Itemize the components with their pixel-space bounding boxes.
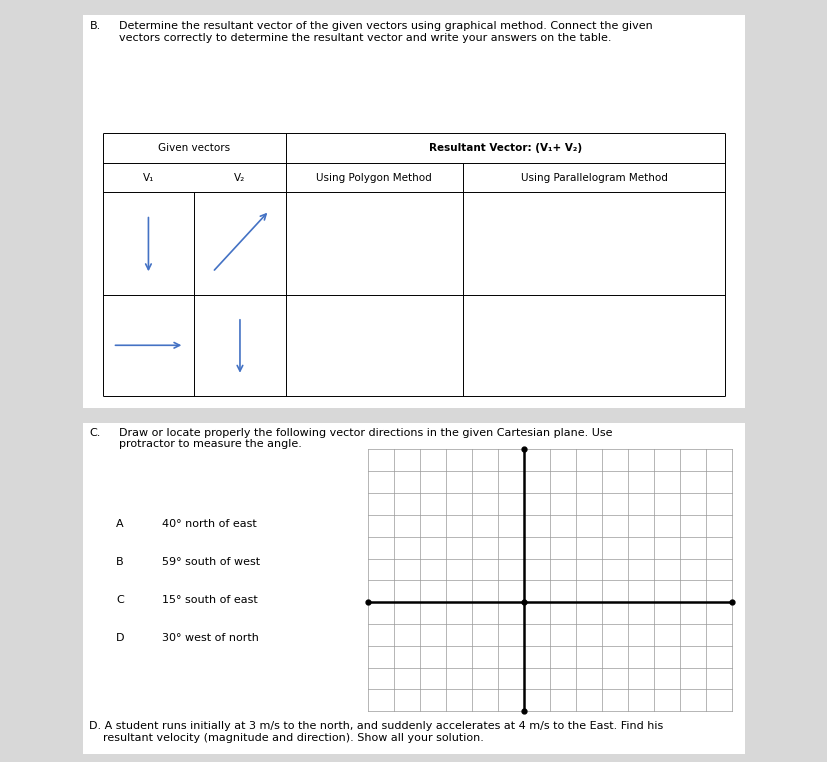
Text: 40° north of east: 40° north of east [162,519,256,529]
Text: 59° south of west: 59° south of west [162,557,261,567]
Text: V₂: V₂ [234,173,246,183]
Text: C: C [116,595,123,605]
Text: C.: C. [89,428,101,438]
Text: Determine the resultant vector of the given vectors using graphical method. Conn: Determine the resultant vector of the gi… [119,21,653,43]
Text: V₁: V₁ [142,173,154,183]
Text: Given vectors: Given vectors [158,143,230,153]
Text: Using Polygon Method: Using Polygon Method [316,173,432,183]
Text: D. A student runs initially at 3 m/s to the north, and suddenly accelerates at 4: D. A student runs initially at 3 m/s to … [89,721,663,743]
Text: D: D [116,633,124,643]
Text: Draw or locate properly the following vector directions in the given Cartesian p: Draw or locate properly the following ve… [119,428,612,450]
Text: A: A [116,519,123,529]
Text: B: B [116,557,123,567]
Text: Resultant Vector: (V₁+ V₂): Resultant Vector: (V₁+ V₂) [428,143,581,153]
Text: Using Parallelogram Method: Using Parallelogram Method [520,173,667,183]
Text: 30° west of north: 30° west of north [162,633,259,643]
Text: 15° south of east: 15° south of east [162,595,258,605]
Text: B.: B. [89,21,101,31]
